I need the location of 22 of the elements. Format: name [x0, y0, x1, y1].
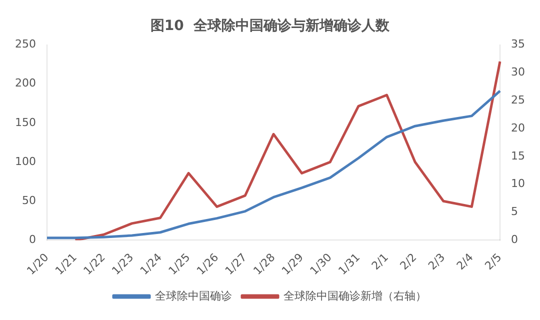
y-tick-label: 0 [28, 233, 36, 246]
y-tick-label: 50 [22, 194, 36, 207]
legend-label: 全球除中国确诊 [155, 289, 232, 302]
y2-tick-label: 0 [511, 233, 518, 246]
y2-tick-label: 5 [511, 205, 518, 218]
y-tick-label: 100 [14, 154, 36, 168]
chart-title: 图10 全球除中国确诊与新增确诊人数 [150, 17, 391, 34]
x-tick-label: 2/3 [426, 250, 448, 273]
y2-tick-label: 30 [511, 66, 526, 79]
y2-tick-label: 10 [511, 177, 526, 190]
x-tick-label: 2/4 [454, 250, 476, 273]
y2-tick-label: 20 [511, 121, 526, 134]
y2-tick-label: 25 [511, 93, 526, 106]
legend-label: 全球除中国确诊新增（右轴） [284, 289, 426, 302]
y-tick-label: 200 [14, 76, 36, 90]
x-tick-label: 2/1 [369, 250, 391, 273]
x-tick-label: 2/2 [397, 250, 420, 273]
y2-tick-label: 15 [511, 149, 526, 162]
y2-tick-label: 35 [511, 38, 526, 51]
x-tick-label: 2/5 [482, 250, 504, 273]
y-tick-label: 250 [14, 38, 36, 51]
y-tick-label: 150 [14, 116, 36, 129]
